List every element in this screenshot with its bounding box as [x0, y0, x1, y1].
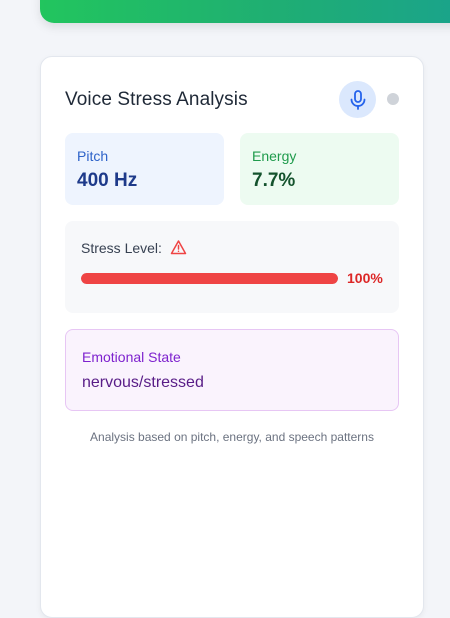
- top-banner: [40, 0, 450, 23]
- analysis-footnote: Analysis based on pitch, energy, and spe…: [90, 430, 374, 444]
- emotional-state-value: nervous/stressed: [82, 374, 204, 391]
- warning-icon: [170, 239, 187, 256]
- stress-progress-track: [81, 273, 338, 284]
- stress-label-row: Stress Level:: [81, 239, 187, 256]
- stress-progress-fill: [81, 273, 338, 284]
- voice-stress-card: Voice Stress Analysis Pitch 400 Hz Energ…: [40, 56, 424, 618]
- pitch-label: Pitch: [77, 148, 109, 164]
- stress-level-label: Stress Level:: [81, 239, 162, 256]
- stress-percent: 100%: [347, 270, 383, 286]
- emotional-state-box: Emotional State nervous/stressed: [65, 329, 399, 411]
- pitch-metric: Pitch 400 Hz: [65, 133, 224, 205]
- energy-value: 7.7%: [252, 170, 296, 191]
- emotional-state-label: Emotional State: [82, 349, 181, 365]
- status-indicator-dot: [387, 93, 399, 105]
- stress-level-panel: Stress Level: 100%: [65, 221, 399, 313]
- card-title: Voice Stress Analysis: [65, 89, 248, 110]
- pitch-value: 400 Hz: [77, 170, 138, 191]
- microphone-button[interactable]: [339, 81, 376, 118]
- energy-label: Energy: [252, 148, 297, 164]
- energy-metric: Energy 7.7%: [240, 133, 399, 205]
- microphone-icon: [349, 89, 367, 110]
